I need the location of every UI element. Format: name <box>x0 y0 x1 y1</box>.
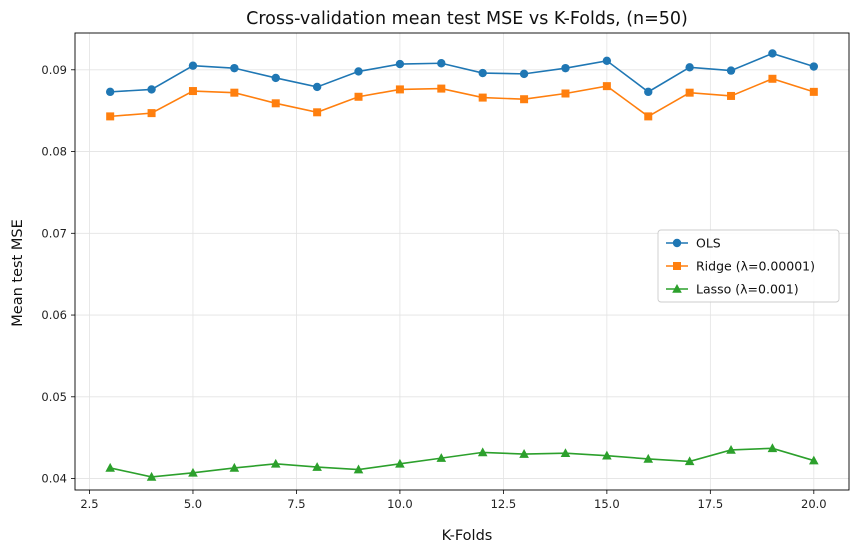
x-tick-label: 2.5 <box>80 497 98 511</box>
data-point <box>519 449 529 458</box>
series-line <box>110 77 815 118</box>
y-tick-label: 0.09 <box>41 63 67 77</box>
data-point <box>271 99 280 108</box>
legend-label: Ridge (λ=0.00001) <box>696 259 815 274</box>
legend-item: Ridge (λ=0.00001) <box>666 259 815 274</box>
data-point <box>146 471 157 481</box>
y-tick-label: 0.04 <box>41 472 67 486</box>
x-tick-label: 20.0 <box>801 497 827 511</box>
data-point <box>105 462 115 472</box>
data-point <box>230 63 239 73</box>
data-point <box>685 88 694 97</box>
x-tick-label: 5.0 <box>184 497 202 511</box>
legend-box <box>657 229 840 303</box>
data-point <box>727 91 736 100</box>
data-point <box>188 467 198 477</box>
data-point <box>437 84 446 93</box>
data-point <box>188 61 198 70</box>
legend-item: OLS <box>666 236 721 251</box>
legend-label: Lasso (λ=0.001) <box>696 282 799 297</box>
series-circle <box>105 49 819 97</box>
data-point <box>270 458 281 468</box>
data-point <box>395 458 405 468</box>
data-point <box>312 82 322 92</box>
data-point <box>519 69 529 79</box>
legend-item: Lasso (λ=0.001) <box>666 282 799 297</box>
y-tick-label: 0.07 <box>41 226 67 240</box>
data-point <box>354 92 363 101</box>
data-point <box>602 56 612 65</box>
data-point <box>437 59 446 68</box>
legend-marker <box>673 262 681 270</box>
chart-title: Cross-validation mean test MSE vs K-Fold… <box>246 9 688 29</box>
x-axis-title: K-Folds <box>442 528 493 544</box>
series-line <box>110 447 815 478</box>
data-point <box>602 82 611 91</box>
data-point <box>313 108 322 117</box>
y-tick-label: 0.06 <box>41 308 67 322</box>
series-line <box>110 52 815 93</box>
data-point <box>561 89 570 98</box>
data-point <box>726 66 736 75</box>
data-point <box>230 88 239 97</box>
x-tick-label: 12.5 <box>491 497 517 511</box>
data-point <box>478 68 487 78</box>
data-point <box>809 87 818 96</box>
series-triangle <box>105 443 819 481</box>
data-point <box>767 443 778 453</box>
series-square <box>106 74 818 121</box>
data-point <box>188 87 197 96</box>
data-point <box>478 93 487 102</box>
axis-ticks: 2.5 5.0 7.5 10.0 12.5 15.0 17.5 20.0 0.04 0.05 0.0… <box>41 63 826 511</box>
legend: OLS Ridge (λ=0.00001) Lasso (λ=0.001) <box>657 229 840 303</box>
data-point <box>354 67 363 76</box>
data-point <box>395 85 404 94</box>
legend-marker <box>672 284 682 293</box>
data-point <box>643 453 654 463</box>
plot-frame <box>74 32 850 491</box>
x-tick-label: 15.0 <box>594 497 620 511</box>
data-point <box>271 73 280 83</box>
y-tick-label: 0.08 <box>41 145 67 159</box>
data-point <box>229 462 240 472</box>
data-point <box>561 63 570 73</box>
data-point <box>106 112 115 121</box>
data-point <box>436 453 447 462</box>
x-tick-label: 7.5 <box>287 497 305 511</box>
data-point <box>644 112 653 121</box>
data-point <box>644 87 653 97</box>
legend-marker <box>672 238 682 248</box>
data-point <box>768 74 777 83</box>
data-point <box>105 87 115 97</box>
data-point <box>809 455 819 465</box>
data-point <box>312 462 322 471</box>
x-tick-label: 10.0 <box>387 497 413 511</box>
x-tick-label: 17.5 <box>698 497 724 511</box>
data-point <box>395 59 405 69</box>
data-point <box>560 448 571 458</box>
data-point <box>520 95 529 104</box>
data-point <box>809 62 819 71</box>
series-layer <box>105 49 819 481</box>
data-point <box>353 464 364 474</box>
data-point <box>147 109 156 118</box>
data-point <box>685 63 694 72</box>
data-point <box>768 49 777 58</box>
y-tick-label: 0.05 <box>41 390 67 404</box>
y-axis-title: Mean test MSE <box>10 219 26 326</box>
legend-label: OLS <box>696 236 721 251</box>
data-point <box>726 444 736 454</box>
data-point <box>602 450 612 460</box>
data-point <box>477 447 488 457</box>
data-point <box>147 85 156 94</box>
data-point <box>684 456 695 466</box>
